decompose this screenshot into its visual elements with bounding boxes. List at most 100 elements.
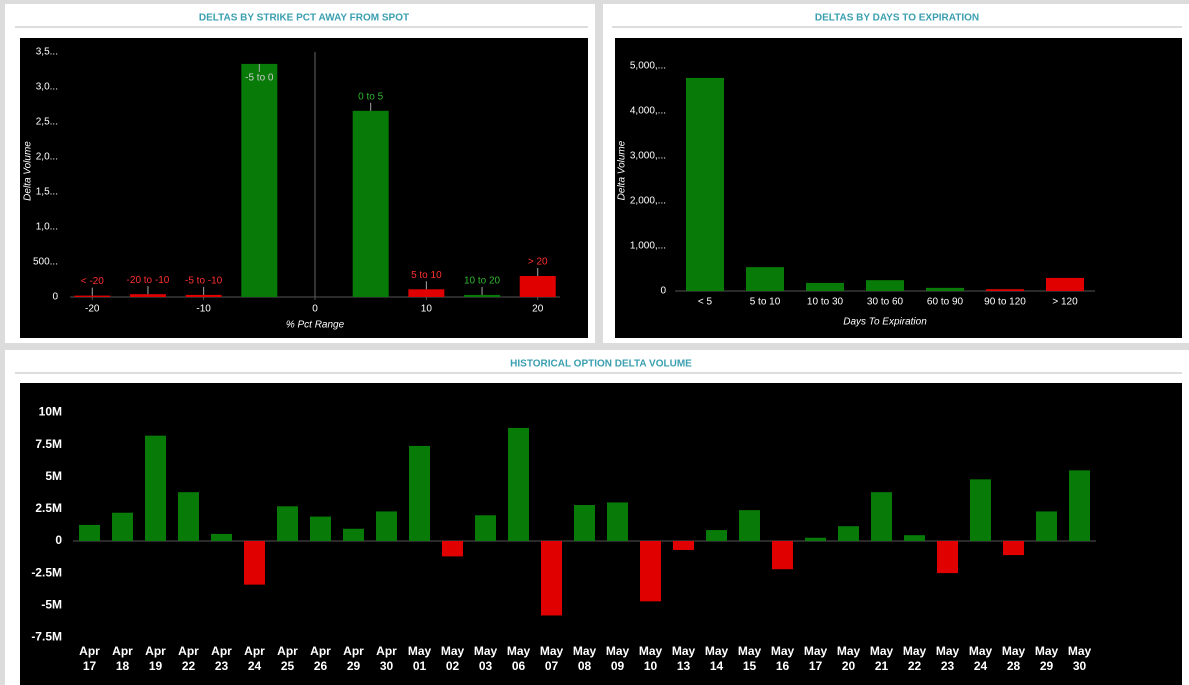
y-tick-label: -7.5M [31, 629, 62, 643]
bar [74, 295, 111, 297]
bar [129, 294, 166, 297]
bar [986, 289, 1024, 291]
bar [970, 479, 991, 541]
bar [112, 512, 133, 541]
bar [746, 267, 784, 291]
x-tick-label: May 23 [936, 644, 960, 673]
x-tick-label: May 03 [474, 644, 498, 673]
bar [310, 516, 331, 541]
bar [508, 427, 529, 541]
bar [772, 540, 793, 570]
x-tick-label: Apr 17 [79, 644, 100, 673]
y-tick-label: 10M [39, 405, 62, 419]
plot-area [20, 38, 588, 338]
bar [739, 510, 760, 541]
y-tick-label: 3,5... [36, 47, 58, 58]
bar-label: 10 to 20 [464, 276, 501, 287]
chart-title: HISTORICAL OPTION DELTA VOLUME [510, 359, 692, 370]
x-tick-label: May 02 [441, 644, 465, 673]
x-tick-label: May 09 [606, 644, 630, 673]
x-tick-label: May 10 [639, 644, 663, 673]
x-tick-label: Apr 25 [277, 644, 298, 673]
x-tick-label: May 24 [969, 644, 993, 673]
bar-label: -5 to 0 [245, 73, 274, 84]
x-tick-label: Apr 22 [178, 644, 199, 673]
bar [541, 540, 562, 616]
bar [211, 533, 232, 541]
bar [376, 511, 397, 541]
bar-label: > 20 [528, 257, 548, 268]
bar [866, 280, 904, 291]
x-tick-label: 90 to 120 [984, 297, 1026, 308]
y-tick-label: 1,000,... [630, 241, 666, 252]
bar [241, 63, 278, 298]
y-tick-label: 2,000,... [630, 196, 666, 207]
y-tick-label: -5M [41, 597, 62, 611]
bar [838, 526, 859, 541]
x-tick-label: Apr 19 [145, 644, 166, 673]
bar [178, 492, 199, 541]
bar [185, 294, 222, 297]
x-tick-label: May 20 [837, 644, 861, 673]
bar [343, 528, 364, 541]
bar [640, 540, 661, 602]
bar [706, 530, 727, 541]
x-tick-label: May 15 [738, 644, 762, 673]
x-tick-label: May 16 [771, 644, 795, 673]
bar [1003, 540, 1024, 556]
x-tick-label: May 30 [1068, 644, 1092, 673]
y-tick-label: 0 [660, 286, 666, 297]
bar-label: 5 to 10 [411, 270, 442, 281]
y-axis-title: Delta Volume [617, 140, 628, 200]
bar [574, 505, 595, 541]
y-tick-label: 500... [33, 257, 58, 268]
x-tick-label: May 21 [870, 644, 894, 673]
x-tick-label: 10 to 30 [807, 297, 844, 308]
x-tick-label: May 17 [804, 644, 828, 673]
y-tick-label: 3,0... [36, 82, 58, 93]
y-axis-title: Delta Volume [23, 141, 34, 201]
bar-label: < -20 [81, 276, 105, 287]
x-tick-label: > 120 [1052, 297, 1078, 308]
bar [79, 524, 100, 541]
bar [277, 506, 298, 541]
y-tick-label: 2,0... [36, 152, 58, 163]
bar [1036, 511, 1057, 541]
bar [871, 492, 892, 541]
bar [519, 276, 556, 297]
y-tick-label: 2.5M [35, 501, 62, 515]
x-tick-label: 30 to 60 [867, 297, 904, 308]
x-tick-label: Apr 24 [244, 644, 265, 673]
y-tick-label: 2,5... [36, 117, 58, 128]
x-tick-label: May 14 [705, 644, 729, 673]
bar-label: -5 to -10 [185, 276, 223, 287]
x-tick-label: May 13 [672, 644, 696, 673]
bar [408, 289, 445, 297]
bar [926, 287, 964, 291]
x-tick-label: May 07 [540, 644, 564, 673]
y-tick-label: 0 [55, 533, 62, 547]
y-tick-label: -2.5M [31, 565, 62, 579]
bar [464, 294, 501, 297]
x-tick-label: 0 [312, 304, 318, 315]
bar [244, 540, 265, 585]
bar [352, 110, 389, 297]
x-tick-label: 10 [421, 304, 433, 315]
x-tick-label: Apr 29 [343, 644, 364, 673]
bar [442, 540, 463, 557]
bar [607, 502, 628, 541]
x-tick-label: May 28 [1002, 644, 1026, 673]
y-tick-label: 3,000,... [630, 151, 666, 162]
x-tick-label: May 06 [507, 644, 531, 673]
x-tick-label: 5 to 10 [750, 297, 781, 308]
x-tick-label: -10 [196, 304, 211, 315]
bar-label: 0 to 5 [358, 91, 383, 102]
x-axis-title: Days To Expiration [843, 317, 927, 328]
x-tick-label: May 29 [1035, 644, 1059, 673]
bar [409, 445, 430, 541]
x-tick-label: Apr 18 [112, 644, 133, 673]
y-tick-label: 7.5M [35, 437, 62, 451]
x-tick-label: Apr 30 [376, 644, 397, 673]
y-tick-label: 5,000,... [630, 60, 666, 71]
